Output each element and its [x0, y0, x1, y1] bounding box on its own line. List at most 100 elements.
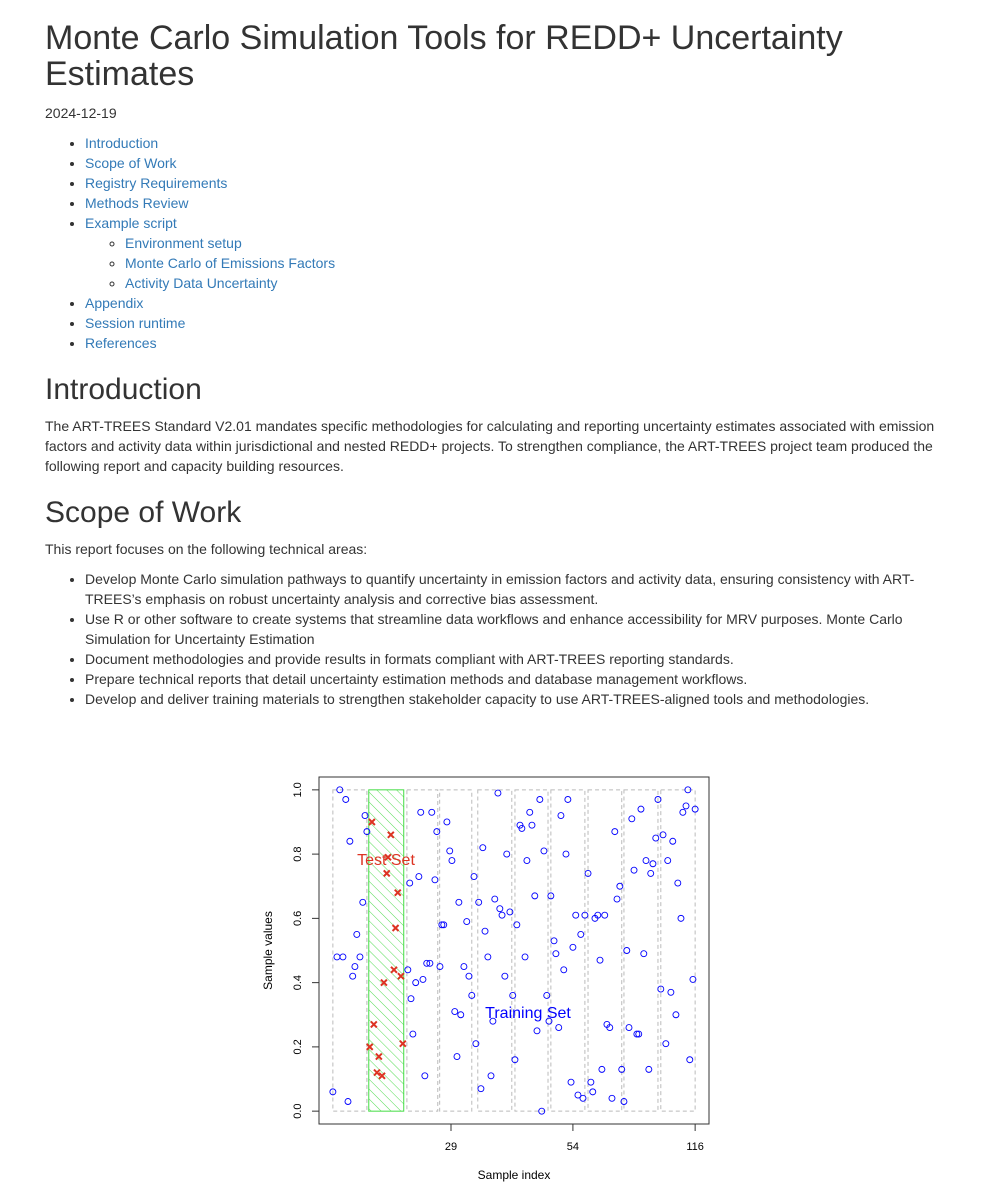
y-tick-label: 0.6 — [292, 911, 304, 926]
training-point — [479, 844, 487, 852]
toc-item: Registry Requirements — [85, 173, 947, 193]
training-point — [415, 873, 423, 881]
training-point — [536, 796, 544, 803]
training-point — [443, 818, 451, 826]
training-point — [481, 927, 489, 935]
training-point — [448, 857, 456, 864]
toc-link[interactable]: Activity Data Uncertainty — [125, 275, 278, 291]
training-point — [677, 914, 685, 922]
fold — [660, 789, 696, 1112]
toc-link[interactable]: Registry Requirements — [85, 175, 228, 191]
training-point — [560, 966, 568, 974]
training-point — [689, 975, 697, 983]
training-point — [431, 876, 439, 884]
x-axis-label: Sample index — [478, 1168, 551, 1182]
training-point — [642, 857, 650, 864]
test-point — [373, 1068, 381, 1077]
fold — [439, 789, 473, 1112]
training-point — [628, 815, 636, 823]
bullet: Use R or other software to create system… — [85, 609, 947, 649]
training-point — [630, 866, 638, 874]
training-point — [581, 911, 589, 919]
toc-item: Introduction — [85, 133, 947, 153]
training-point — [657, 985, 665, 993]
training-point — [562, 850, 570, 858]
training-point — [329, 1088, 337, 1096]
toc-link[interactable]: Example script — [85, 215, 177, 231]
training-point — [509, 992, 517, 999]
training-point — [451, 1008, 459, 1015]
toc-link[interactable]: Methods Review — [85, 195, 189, 211]
training-point — [594, 911, 602, 919]
toc-link[interactable]: Scope of Work — [85, 155, 177, 171]
training-point — [468, 992, 476, 999]
chart: 0.0 0.2 0.4 0.6 0.8 1.0 29 54 116 Sample index Sam… — [261, 776, 710, 1182]
training-point — [428, 808, 436, 816]
fold — [514, 789, 549, 1112]
toc-link[interactable]: Monte Carlo of Emissions Factors — [125, 255, 336, 271]
training-point — [518, 824, 526, 832]
test-point — [394, 888, 402, 897]
training-point — [601, 911, 609, 919]
toc-subitem: Monte Carlo of Emissions Factors — [125, 253, 947, 273]
training-point — [404, 966, 412, 974]
bullet: Develop and deliver training materials t… — [85, 689, 947, 709]
training-point — [596, 956, 604, 964]
toc-item: Appendix — [85, 293, 947, 313]
training-point — [552, 950, 560, 958]
training-point — [662, 1040, 670, 1048]
training-point — [409, 1030, 417, 1038]
training-point — [513, 921, 521, 929]
training-point — [550, 937, 558, 945]
fold — [550, 789, 586, 1112]
toc-item: Scope of Work — [85, 153, 947, 173]
date: 2024-12-19 — [45, 105, 117, 121]
training-point — [682, 802, 690, 810]
training-point — [494, 789, 502, 797]
training-point — [659, 831, 667, 839]
training-point — [611, 828, 619, 836]
section-heading: Introduction — [45, 373, 202, 406]
training-point — [361, 812, 369, 820]
training-point — [598, 1065, 606, 1073]
training-point — [342, 796, 350, 803]
y-tick-label: 0.0 — [292, 1103, 304, 1118]
y-tick-label: 1.0 — [292, 782, 304, 797]
bullet: Document methodologies and provide resul… — [85, 649, 947, 669]
test-point — [375, 1052, 383, 1061]
toc-link[interactable]: Environment setup — [125, 235, 242, 251]
toc-subitem: Activity Data Uncertainty — [125, 273, 947, 293]
toc-link[interactable]: Session runtime — [85, 315, 186, 331]
toc-link[interactable]: Introduction — [85, 135, 159, 151]
bullet: Develop Monte Carlo simulation pathways … — [85, 569, 947, 609]
y-axis-label: Sample values — [261, 911, 275, 990]
toc-link[interactable]: References — [85, 335, 157, 351]
training-point — [620, 1098, 628, 1105]
training-point — [564, 796, 572, 803]
y-tick-label: 0.2 — [292, 1039, 304, 1054]
training-point — [406, 879, 414, 887]
training-point — [543, 992, 551, 999]
training-point — [606, 1024, 614, 1032]
toc-link[interactable]: Appendix — [85, 295, 144, 311]
test-point — [378, 1072, 386, 1080]
training-point — [440, 921, 448, 929]
training-point — [587, 1078, 595, 1086]
training-point — [526, 808, 534, 816]
training-point — [359, 898, 367, 906]
training-point — [618, 1065, 626, 1073]
training-point — [531, 892, 539, 900]
training-point — [608, 1094, 616, 1102]
training-point — [346, 837, 354, 845]
training-point — [506, 908, 514, 916]
training-point — [470, 873, 478, 881]
training-point — [501, 972, 509, 980]
training-point — [436, 963, 444, 971]
test-fold — [368, 789, 405, 1112]
training-point — [664, 857, 672, 864]
test-point — [399, 1039, 407, 1048]
training-point — [353, 930, 361, 938]
training-point — [567, 1078, 575, 1086]
training-point — [484, 953, 492, 961]
